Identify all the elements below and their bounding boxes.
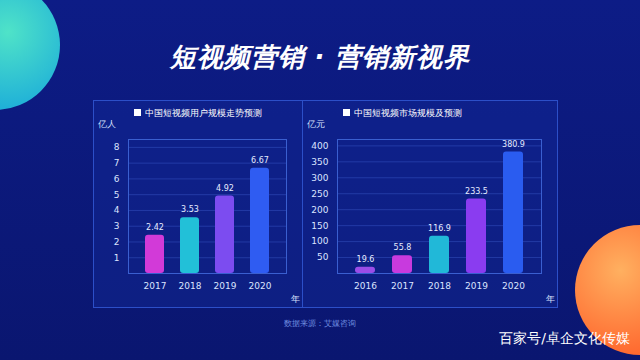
svg-text:100: 100 xyxy=(311,236,328,246)
svg-text:亿人: 亿人 xyxy=(97,119,116,129)
svg-text:2019: 2019 xyxy=(465,281,488,291)
svg-text:2020: 2020 xyxy=(249,281,272,291)
svg-text:6.67: 6.67 xyxy=(251,156,269,165)
svg-text:2.42: 2.42 xyxy=(146,223,164,232)
html-text:中国短视频用户规模走势预测: 中国短视频用户规模走势预测 xyxy=(145,108,262,118)
svg-text:2017: 2017 xyxy=(391,281,414,291)
html-text:短视频营销 · 营销新视界: 短视频营销 · 营销新视界 xyxy=(169,42,471,72)
svg-text:2016: 2016 xyxy=(354,281,377,291)
svg-text:116.9: 116.9 xyxy=(428,224,451,233)
svg-text:3: 3 xyxy=(114,221,120,231)
svg-text:2017: 2017 xyxy=(144,281,167,291)
html-text:中国短视频市场规模及预测: 中国短视频市场规模及预测 xyxy=(354,108,462,118)
svg-text:6: 6 xyxy=(114,174,120,184)
svg-text:4: 4 xyxy=(114,205,120,215)
svg-text:4.92: 4.92 xyxy=(216,183,234,192)
svg-text:400: 400 xyxy=(311,141,328,151)
svg-text:19.6: 19.6 xyxy=(357,255,375,264)
svg-text:2018: 2018 xyxy=(428,281,451,291)
svg-text:380.9: 380.9 xyxy=(502,140,525,149)
svg-text:2020: 2020 xyxy=(502,281,525,291)
svg-text:2019: 2019 xyxy=(214,281,237,291)
svg-text:300: 300 xyxy=(311,173,328,183)
svg-text:8: 8 xyxy=(114,142,120,152)
svg-text:55.8: 55.8 xyxy=(394,243,412,252)
svg-text:200: 200 xyxy=(311,205,328,215)
svg-text:3.53: 3.53 xyxy=(181,205,199,214)
svg-text:年: 年 xyxy=(546,294,555,304)
svg-text:1: 1 xyxy=(114,253,120,263)
svg-text:2: 2 xyxy=(114,237,120,247)
svg-text:250: 250 xyxy=(311,189,328,199)
svg-text:亿元: 亿元 xyxy=(306,119,325,129)
svg-text:233.5: 233.5 xyxy=(465,187,488,196)
svg-text:350: 350 xyxy=(311,157,328,167)
svg-text:7: 7 xyxy=(114,158,120,168)
html-text:百家号/卓企文化传媒: 百家号/卓企文化传媒 xyxy=(499,330,630,346)
svg-text:年: 年 xyxy=(291,294,300,304)
svg-text:150: 150 xyxy=(311,221,328,231)
html-text:数据来源：艾媒咨询: 数据来源：艾媒咨询 xyxy=(284,319,356,328)
svg-text:50: 50 xyxy=(317,252,329,262)
svg-text:5: 5 xyxy=(114,190,120,200)
svg-text:2018: 2018 xyxy=(179,281,202,291)
